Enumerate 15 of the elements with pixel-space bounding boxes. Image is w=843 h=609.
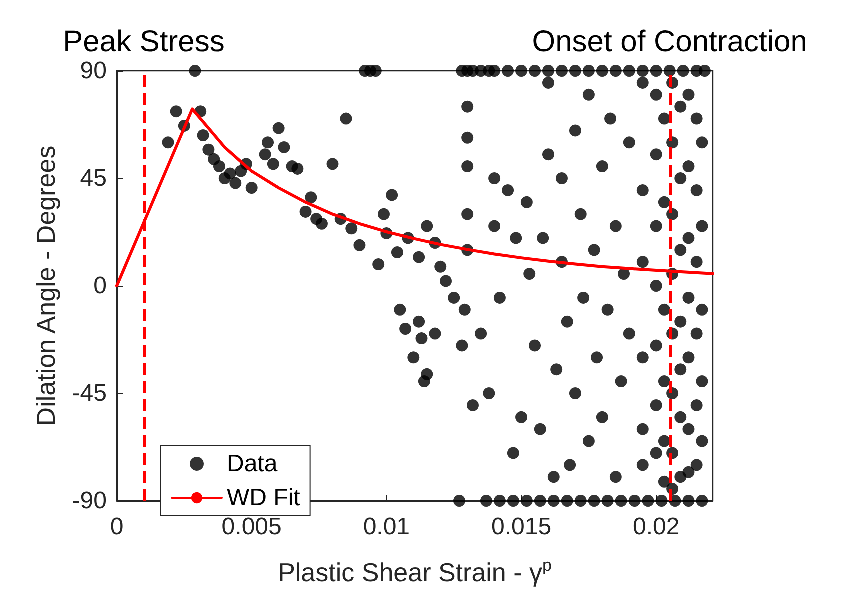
y-tick-label: 45 <box>80 165 107 192</box>
x-tick-label: 0.01 <box>363 514 410 540</box>
x-tick-label: 0.015 <box>491 514 552 540</box>
x-tick-label: 0 <box>110 514 124 540</box>
ref-line-label: Onset of Contraction <box>532 26 808 58</box>
y-tick-label: -90 <box>72 488 107 514</box>
legend-label: WD Fit <box>227 484 301 512</box>
x-tick-label: 0.02 <box>633 514 680 540</box>
y-tick-label: -45 <box>72 380 107 407</box>
y-tick-label: 90 <box>80 58 107 84</box>
ref-line-label: Peak Stress <box>63 26 225 58</box>
legend-label: Data <box>227 450 278 478</box>
x-tick-label: 0.005 <box>222 514 282 540</box>
y-axis-title: Dilation Angle - Degrees <box>31 146 61 426</box>
y-tick-label: 0 <box>94 272 107 300</box>
